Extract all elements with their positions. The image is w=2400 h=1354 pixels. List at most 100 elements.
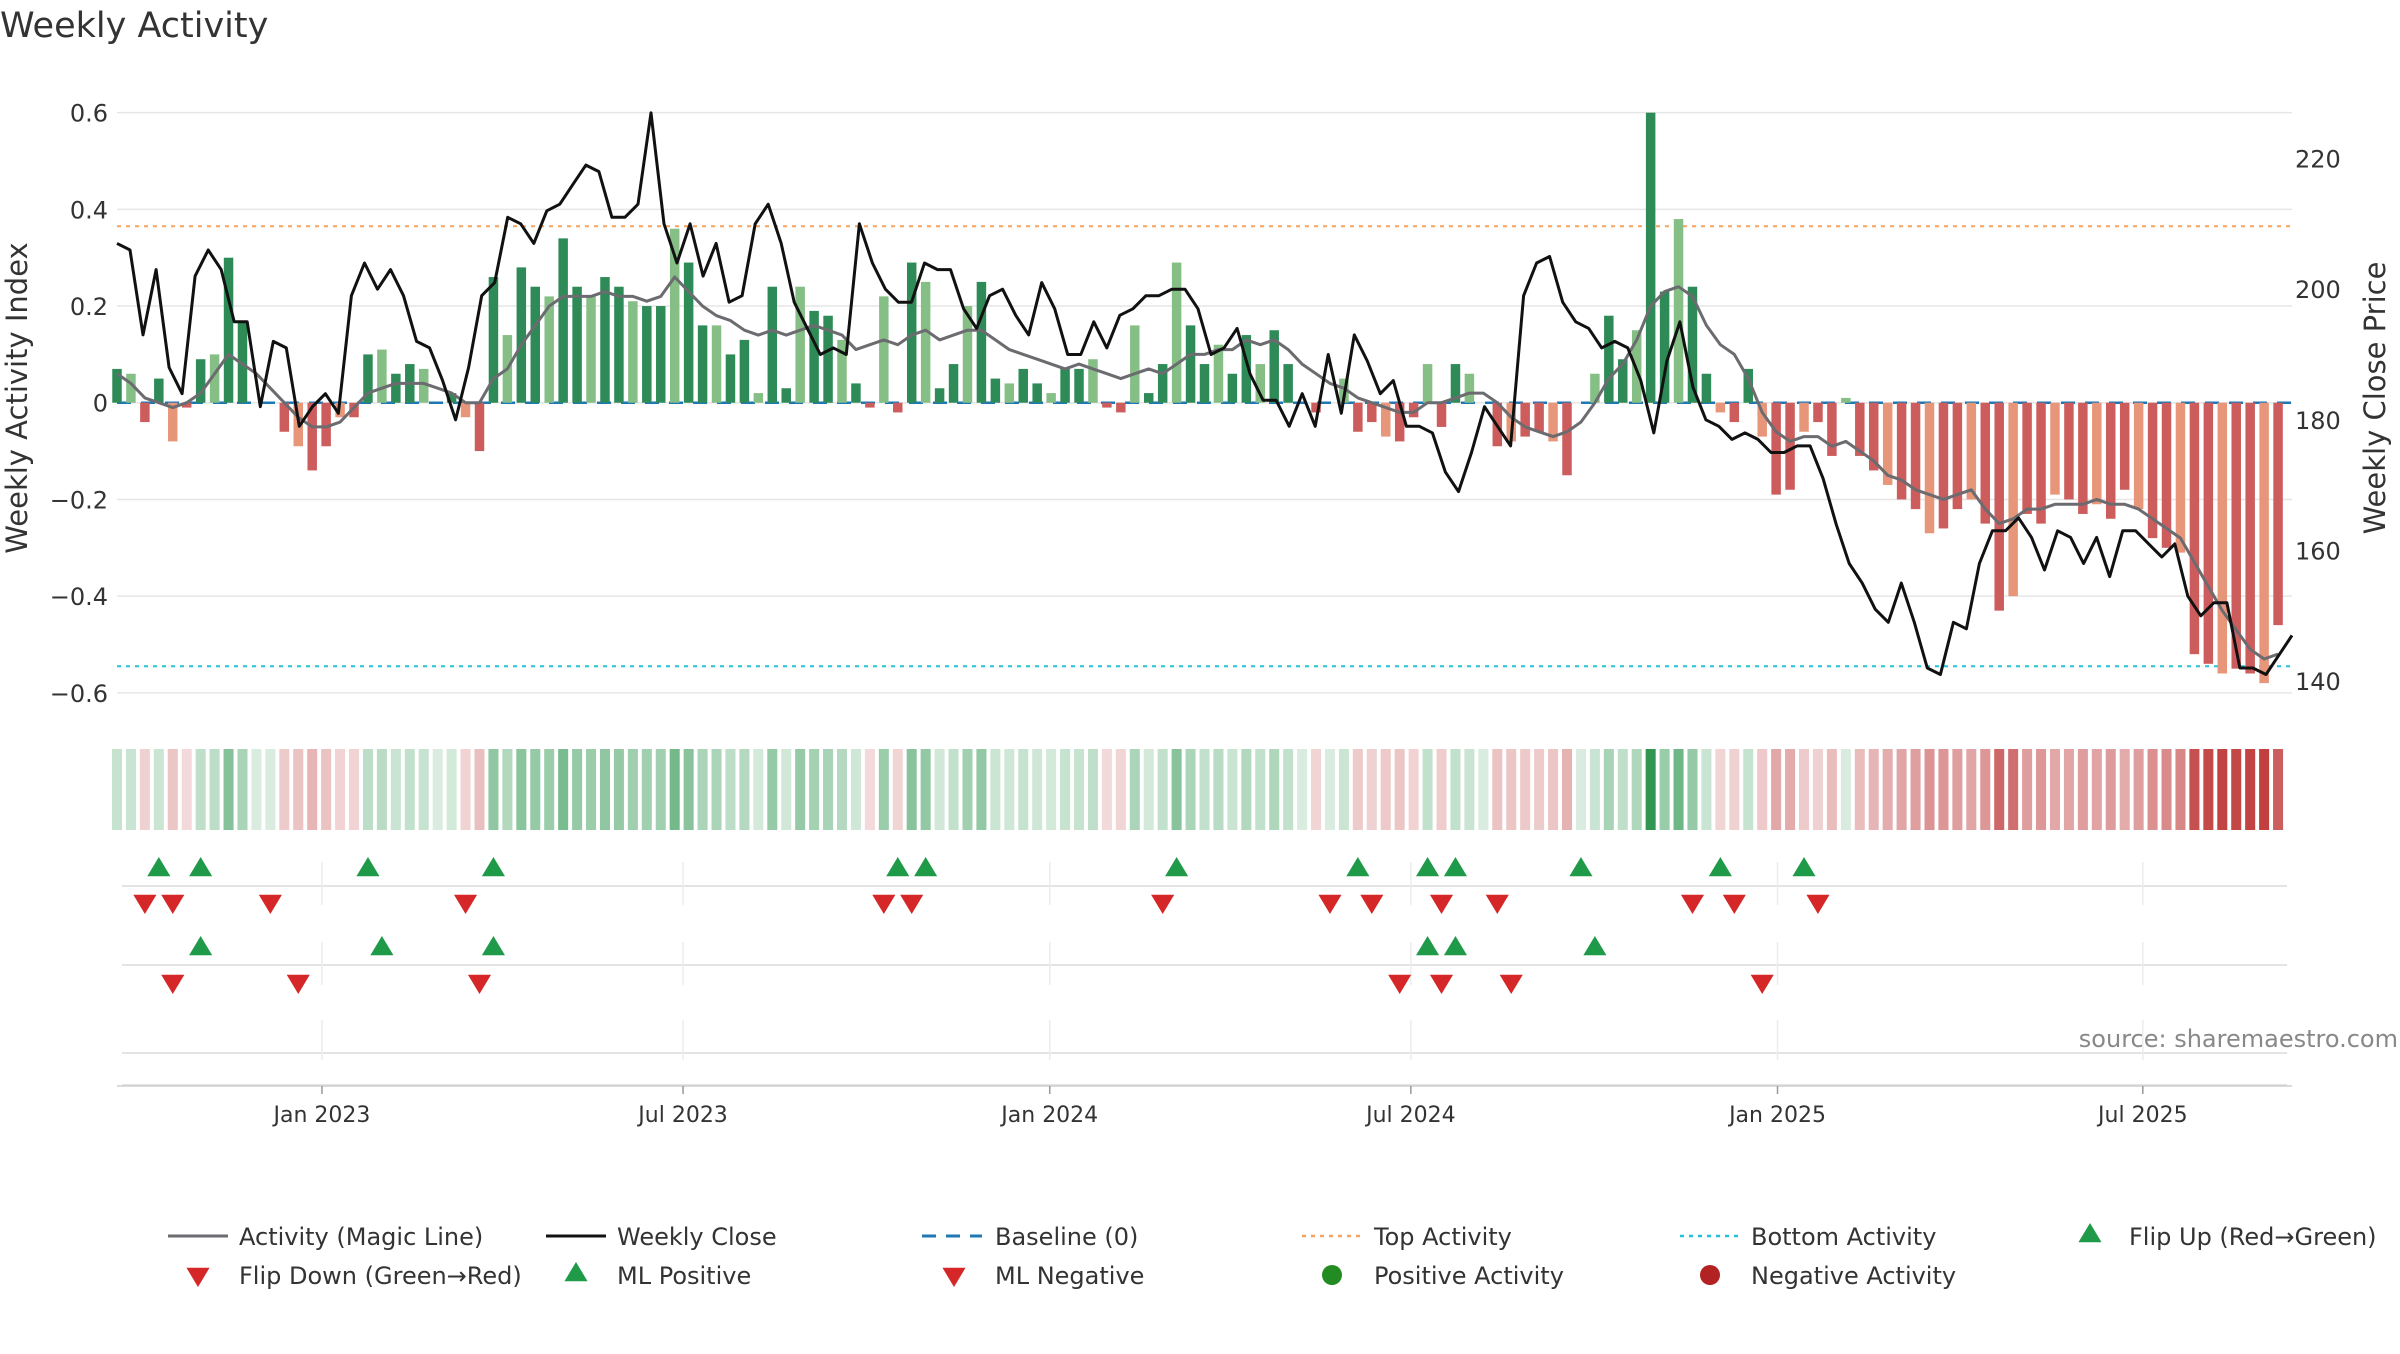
activity-bar <box>739 339 750 403</box>
activity-bar <box>209 354 220 403</box>
activity-bar <box>920 281 931 403</box>
activity-bar <box>1673 219 1684 403</box>
activity-bar <box>1771 402 1781 495</box>
activity-bar <box>1827 402 1837 456</box>
activity-bar <box>865 402 875 408</box>
heat-cell <box>1868 749 1879 830</box>
activity-bar <box>363 354 373 403</box>
activity-bar <box>446 393 457 403</box>
heat-cell <box>2245 749 2256 830</box>
heat-cell <box>1631 749 1642 830</box>
activity-bar <box>1799 402 1809 432</box>
flip-down-marker <box>1722 894 1746 914</box>
heat-cell <box>711 749 722 830</box>
heat-cell <box>390 749 401 830</box>
heat-cell <box>2036 749 2047 830</box>
flip-down-marker <box>1318 894 1342 914</box>
y2-axis-label: Weekly Close Price <box>2358 262 2392 535</box>
flip-up-marker <box>1165 857 1189 877</box>
flip-down-marker <box>454 894 478 914</box>
activity-bar <box>2022 402 2032 514</box>
heat-cell <box>1115 749 1126 830</box>
activity-bar <box>237 320 248 403</box>
activity-bar <box>321 402 331 447</box>
heat-cell <box>1199 749 1210 830</box>
heat-cell <box>251 749 262 830</box>
legend-swatch <box>1322 1265 1342 1285</box>
heat-cell <box>1338 749 1349 830</box>
x-tick-label: Jan 2023 <box>271 1103 370 1128</box>
heat-cell <box>948 749 959 830</box>
heat-cell <box>1352 749 1363 830</box>
ml-positive-marker <box>189 936 213 956</box>
y2-tick-label: 140 <box>2295 668 2341 696</box>
y-tick-label: 0.6 <box>70 100 108 128</box>
activity-bar <box>1938 402 1949 529</box>
heat-cell <box>1520 749 1531 830</box>
activity-bar <box>1882 402 1893 485</box>
heat-cell <box>139 749 150 830</box>
heat-cell <box>1715 749 1726 830</box>
activity-bar <box>1116 402 1126 413</box>
heat-cell <box>516 749 527 830</box>
heat-cell <box>558 749 569 830</box>
activity-bar <box>2078 402 2088 514</box>
ml-positive-marker <box>1416 936 1440 956</box>
activity-bar <box>279 402 290 432</box>
ml-positive-marker <box>481 936 505 956</box>
heat-cell <box>906 749 917 830</box>
heat-cell <box>1882 749 1893 830</box>
activity-bar <box>781 388 791 403</box>
y-tick-label: 0.4 <box>70 196 108 224</box>
heat-cell <box>181 749 192 830</box>
activity-bar <box>1855 402 1865 456</box>
flip-down-marker <box>1429 894 1454 914</box>
flip-down-marker <box>900 894 924 914</box>
activity-bar <box>2106 402 2116 519</box>
heat-cell <box>265 749 276 830</box>
heat-cell <box>641 749 652 830</box>
activity-bar <box>906 262 917 403</box>
heat-cell <box>962 749 973 830</box>
activity-bar <box>1157 364 1168 403</box>
heat-cell <box>1297 749 1308 830</box>
legend-swatch <box>2078 1223 2102 1243</box>
y-tick-label: −0.4 <box>50 583 108 611</box>
heat-cell <box>823 749 834 830</box>
heat-cell <box>1645 749 1656 830</box>
activity-bar <box>474 402 485 452</box>
heat-cell <box>976 749 987 830</box>
ml-negative-marker <box>467 974 492 994</box>
weekly-close-series <box>116 111 2294 676</box>
legend-label: Bottom Activity <box>1751 1223 1936 1251</box>
heat-cell <box>460 749 471 830</box>
flip-up-marker <box>356 857 380 877</box>
activity-bar <box>990 378 1001 403</box>
heat-cell <box>1157 749 1168 830</box>
heat-cell <box>1366 749 1377 830</box>
activity-bar <box>1520 402 1530 437</box>
activity-bar <box>1227 373 1238 403</box>
heat-cell <box>1046 749 1057 830</box>
heat-cell <box>2259 749 2270 830</box>
activity-bar <box>307 402 317 471</box>
activity-bar <box>851 383 861 403</box>
heat-cell <box>1757 749 1768 830</box>
activity-bar <box>948 364 959 403</box>
heat-cell <box>1701 749 1712 830</box>
heat-cell <box>1687 749 1698 830</box>
heat-cell <box>125 749 136 830</box>
heat-cell <box>1799 749 1810 830</box>
heat-cell <box>2217 749 2228 830</box>
heat-cell <box>1659 749 1670 830</box>
heat-cell <box>613 749 624 830</box>
activity-bar <box>488 277 499 403</box>
heat-cell <box>1464 749 1475 830</box>
heat-cell <box>362 749 373 830</box>
activity-bar <box>809 310 819 403</box>
activity-bar <box>669 228 680 403</box>
activity-bar <box>1102 402 1112 408</box>
activity-bar <box>1715 402 1726 413</box>
reference-lines <box>117 225 2292 668</box>
heat-cell <box>934 749 945 830</box>
